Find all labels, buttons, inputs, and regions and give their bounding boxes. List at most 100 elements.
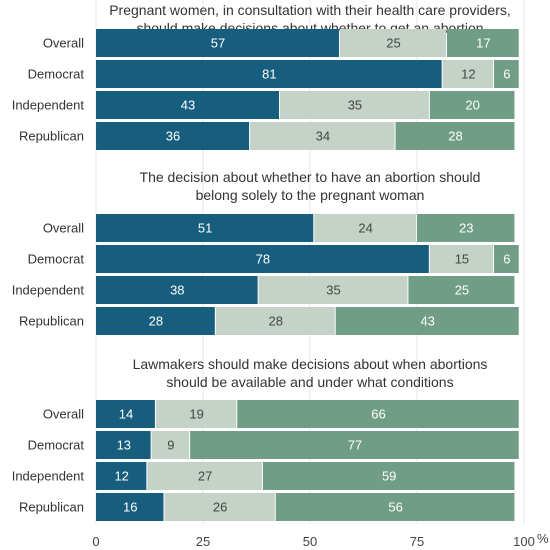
- value-label: 35: [326, 283, 340, 298]
- bar-segment: [96, 214, 314, 242]
- value-label: 36: [166, 129, 180, 144]
- bar-segment: [335, 307, 519, 335]
- panel-3: Lawmakers should make decisions about wh…: [12, 356, 519, 521]
- bar-segment: [250, 122, 395, 150]
- category-label: Democrat: [28, 67, 85, 82]
- value-label: 27: [198, 469, 212, 484]
- bar-segment: [258, 276, 408, 304]
- bar-segment: [339, 29, 446, 57]
- value-label: 16: [123, 500, 137, 515]
- bar-segment: [151, 431, 190, 459]
- bar-segment: [494, 60, 519, 88]
- bar-segment: [494, 245, 519, 273]
- x-tick-label: 0: [92, 534, 99, 549]
- value-label: 34: [316, 129, 330, 144]
- bar-segment: [96, 493, 164, 521]
- panel-title-line: should be available and under what condi…: [166, 374, 453, 390]
- category-label: Independent: [12, 283, 85, 298]
- bar-segment: [215, 307, 335, 335]
- bar-segment: [96, 307, 215, 335]
- value-label: 6: [503, 252, 510, 267]
- value-label: 51: [198, 221, 212, 236]
- bar-segment: [446, 29, 519, 57]
- value-label: 12: [114, 469, 128, 484]
- value-label: 25: [386, 36, 400, 51]
- value-label: 6: [503, 67, 510, 82]
- bar-segment: [96, 462, 147, 490]
- value-label: 12: [461, 67, 475, 82]
- x-unit-label: %: [537, 531, 549, 546]
- category-label: Republican: [19, 129, 84, 144]
- panel-title-line: The decision about whether to have an ab…: [140, 169, 481, 185]
- panel-title-line: Lawmakers should make decisions about wh…: [133, 356, 488, 372]
- bar-segment: [395, 122, 515, 150]
- category-label: Democrat: [28, 438, 85, 453]
- bar-segment: [96, 60, 442, 88]
- value-label: 20: [465, 98, 479, 113]
- bar-segment: [96, 29, 339, 57]
- bar-segment: [429, 91, 515, 119]
- value-label: 38: [170, 283, 184, 298]
- value-label: 9: [167, 438, 174, 453]
- bar-segment: [275, 493, 515, 521]
- value-label: 19: [189, 407, 203, 422]
- value-label: 59: [382, 469, 396, 484]
- category-label: Republican: [19, 314, 84, 329]
- bar-segment: [190, 431, 519, 459]
- value-label: 56: [388, 500, 402, 515]
- bar-segment: [314, 214, 416, 242]
- bar-segment: [96, 431, 151, 459]
- category-label: Overall: [43, 221, 84, 236]
- category-label: Democrat: [28, 252, 85, 267]
- value-label: 77: [348, 438, 362, 453]
- value-label: 43: [181, 98, 195, 113]
- bar-segment: [237, 400, 519, 428]
- category-label: Overall: [43, 407, 84, 422]
- bar-segment: [408, 276, 515, 304]
- bar-segment: [442, 60, 494, 88]
- value-label: 78: [256, 252, 270, 267]
- panel-2: The decision about whether to have an ab…: [12, 169, 519, 335]
- bar-segment: [96, 122, 250, 150]
- value-label: 35: [348, 98, 362, 113]
- x-tick-label: 25: [196, 534, 210, 549]
- value-label: 43: [420, 314, 434, 329]
- bar-segment: [96, 245, 429, 273]
- value-label: 81: [262, 67, 276, 82]
- value-label: 13: [117, 438, 131, 453]
- value-label: 57: [211, 36, 225, 51]
- panel-1: Pregnant women, in consultation with the…: [12, 2, 519, 150]
- category-label: Republican: [19, 500, 84, 515]
- chart-panels: Pregnant women, in consultation with the…: [12, 2, 519, 521]
- x-axis: 0 25 50 75 100%: [92, 531, 549, 549]
- bar-segment: [429, 245, 494, 273]
- value-label: 66: [371, 407, 385, 422]
- value-label: 28: [448, 129, 462, 144]
- x-tick-label: 100: [513, 534, 535, 549]
- bar-segment: [96, 276, 258, 304]
- bar-segment: [262, 462, 515, 490]
- value-label: 28: [149, 314, 163, 329]
- bar-segment: [280, 91, 429, 119]
- bar-segment: [96, 400, 155, 428]
- value-label: 26: [213, 500, 227, 515]
- category-label: Independent: [12, 469, 85, 484]
- bar-segment: [164, 493, 275, 521]
- value-label: 17: [476, 36, 490, 51]
- value-label: 14: [119, 407, 133, 422]
- value-label: 15: [455, 252, 469, 267]
- bar-segment: [147, 462, 262, 490]
- value-label: 23: [459, 221, 473, 236]
- value-label: 28: [269, 314, 283, 329]
- bar-segment: [417, 214, 515, 242]
- value-label: 24: [358, 221, 372, 236]
- x-tick-label: 75: [410, 534, 424, 549]
- panel-title-line: Pregnant women, in consultation with the…: [109, 2, 511, 18]
- panel-title-line: belong solely to the pregnant woman: [196, 187, 425, 203]
- x-tick-label: 50: [303, 534, 317, 549]
- bar-segment: [96, 91, 280, 119]
- category-label: Independent: [12, 98, 85, 113]
- bar-segment: [155, 400, 237, 428]
- value-label: 25: [455, 283, 469, 298]
